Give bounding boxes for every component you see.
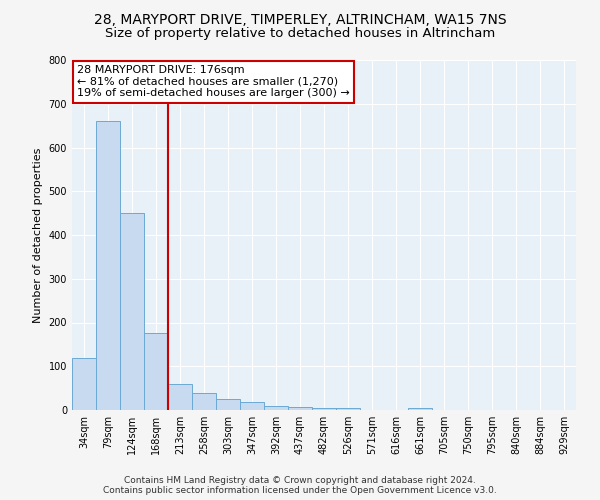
Bar <box>336 408 360 410</box>
Bar <box>144 334 168 410</box>
Bar <box>120 213 144 410</box>
Bar <box>72 358 96 410</box>
Bar <box>264 406 288 410</box>
Bar <box>312 408 336 410</box>
Bar <box>192 394 216 410</box>
Bar <box>96 122 120 410</box>
Y-axis label: Number of detached properties: Number of detached properties <box>33 148 43 322</box>
Bar <box>168 384 192 410</box>
Text: 28 MARYPORT DRIVE: 176sqm
← 81% of detached houses are smaller (1,270)
19% of se: 28 MARYPORT DRIVE: 176sqm ← 81% of detac… <box>77 66 350 98</box>
Bar <box>216 399 240 410</box>
Bar <box>288 406 312 410</box>
Text: Contains HM Land Registry data © Crown copyright and database right 2024.
Contai: Contains HM Land Registry data © Crown c… <box>103 476 497 495</box>
Text: Size of property relative to detached houses in Altrincham: Size of property relative to detached ho… <box>105 28 495 40</box>
Bar <box>408 408 432 410</box>
Text: 28, MARYPORT DRIVE, TIMPERLEY, ALTRINCHAM, WA15 7NS: 28, MARYPORT DRIVE, TIMPERLEY, ALTRINCHA… <box>94 12 506 26</box>
Bar <box>240 402 264 410</box>
